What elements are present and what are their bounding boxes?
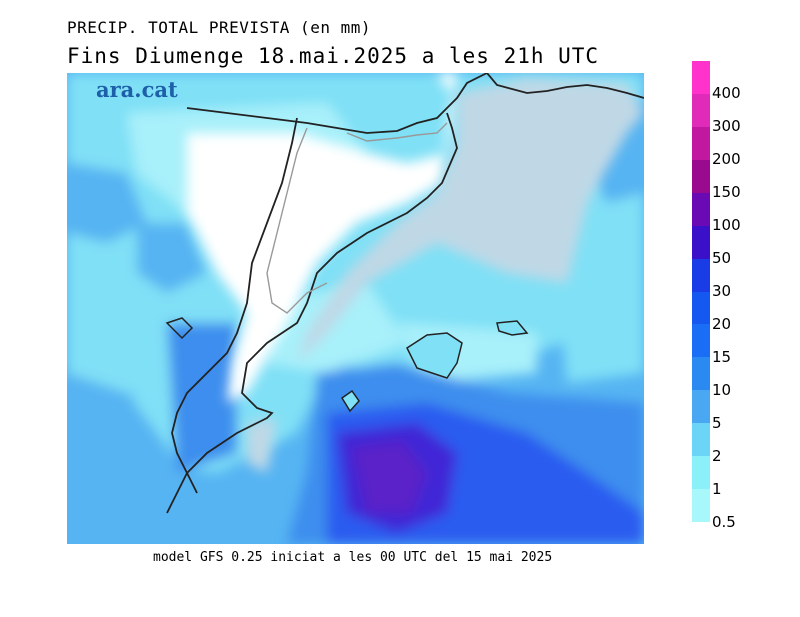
legend-swatch [692,423,710,457]
legend-label: 50 [712,249,732,267]
legend-swatch [692,159,710,194]
legend-label: 30 [712,282,732,300]
legend-label: 20 [712,315,732,333]
map-svg [67,72,645,544]
legend-swatch [692,258,710,292]
legend-label: 0.5 [712,513,736,531]
legend-swatch [692,456,710,490]
ara-cat-logo: ara.cat [96,77,178,102]
legend-label: 15 [712,348,732,366]
title-line1: PRECIP. TOTAL PREVISTA (en mm) [67,18,371,37]
legend-swatch [692,126,710,161]
legend-label: 300 [712,117,741,135]
legend-label: 150 [712,183,741,201]
legend-swatch [692,225,710,260]
legend-label: 2 [712,447,722,465]
legend-swatch [692,93,710,128]
legend-label: 5 [712,414,722,432]
legend-label: 200 [712,150,741,168]
legend-swatch [692,61,710,95]
footer-text: model GFS 0.25 iniciat a les 00 UTC del … [153,550,553,565]
legend-bar [692,61,710,523]
title-line2: Fins Diumenge 18.mai.2025 a les 21h UTC [67,44,600,68]
inland-lake [165,317,194,340]
legend-swatch [692,357,710,391]
islands [340,320,529,413]
border-lines [266,122,448,314]
legend-swatch [692,390,710,424]
legend-label: 1 [712,480,722,498]
legend-label: 10 [712,381,732,399]
legend-swatch [692,324,710,358]
coastline [166,72,645,514]
legend-label: 100 [712,216,741,234]
legend-swatch [692,192,710,227]
legend-label: 400 [712,84,741,102]
legend-swatch [692,291,710,325]
precipitation-map [67,72,645,544]
legend-swatch [692,489,710,523]
